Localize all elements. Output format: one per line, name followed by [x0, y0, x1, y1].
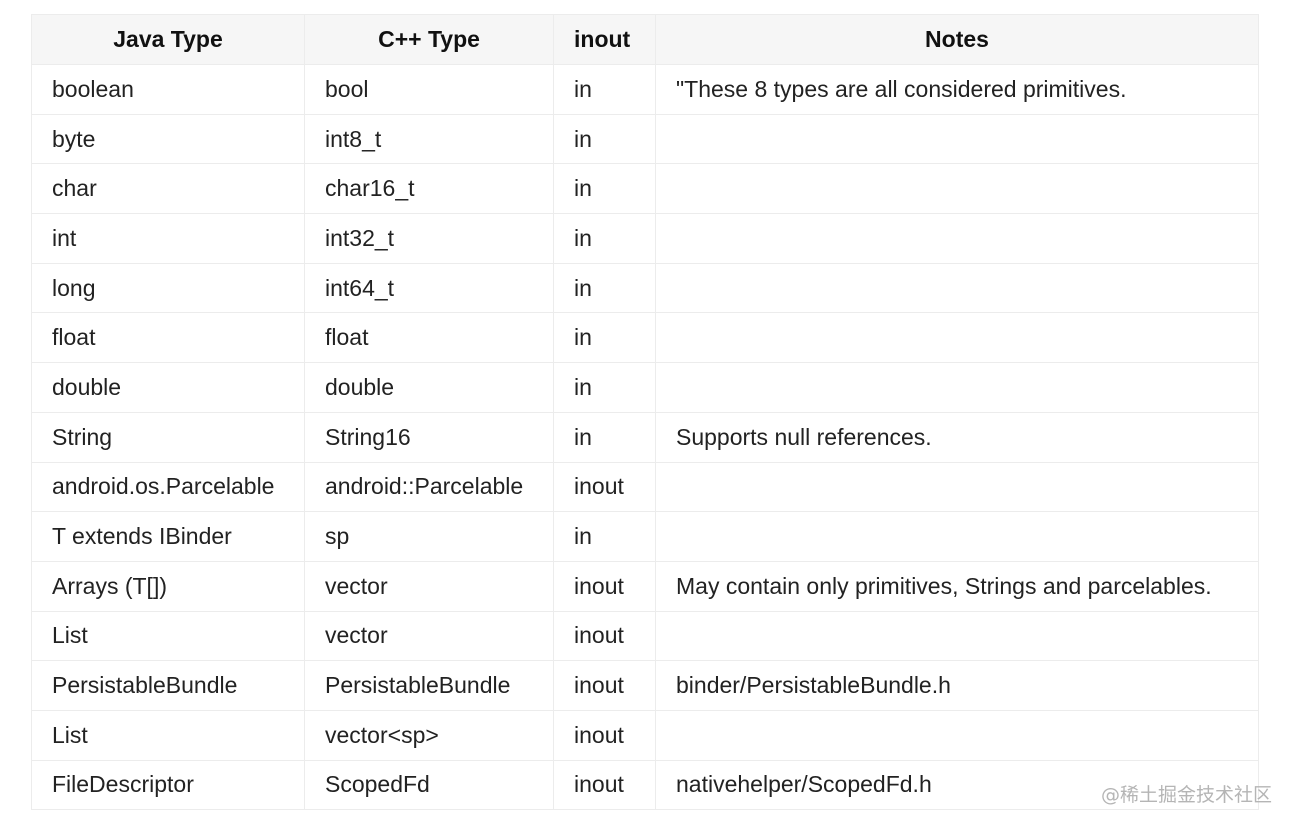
cell-inout: inout	[553, 461, 656, 513]
cell-notes: Supports null references.	[655, 411, 1259, 463]
cell-notes	[655, 511, 1259, 562]
cell-inout: inout	[553, 560, 656, 612]
table-row: T extends IBinder sp in	[31, 511, 1259, 562]
table-row: android.os.Parcelable android::Parcelable…	[31, 461, 1259, 513]
cell-inout: in	[553, 411, 656, 463]
cell-notes	[655, 362, 1259, 413]
cell-inout: in	[553, 64, 656, 115]
cell-notes	[655, 213, 1259, 264]
table-header-row: Java Type C++ Type inout Notes	[31, 14, 1259, 65]
cell-cpp-type: sp	[304, 511, 554, 562]
cell-java-type: PersistableBundle	[31, 660, 305, 711]
cell-cpp-type: String16	[304, 411, 554, 463]
cell-notes: May contain only primitives, Strings and…	[655, 560, 1259, 612]
cell-cpp-type: ScopedFd	[304, 759, 554, 811]
table-row: FileDescriptor ScopedFd inout nativehelper/…	[31, 759, 1259, 811]
cell-cpp-type: PersistableBundle	[304, 660, 554, 711]
cell-java-type: float	[31, 312, 305, 364]
cell-java-type: double	[31, 362, 305, 413]
table-row: List vector inout	[31, 610, 1259, 662]
table-row: long int64_t in	[31, 262, 1259, 314]
cell-cpp-type: bool	[304, 64, 554, 115]
type-mapping-table: Java Type C++ Type inout Notes boolean bo…	[31, 14, 1259, 811]
table-row: byte int8_t in	[31, 113, 1259, 165]
table-row: String String16 in Supports null references…	[31, 411, 1259, 463]
cell-notes	[655, 113, 1259, 165]
table-row: double double in	[31, 362, 1259, 413]
watermark: @稀土掘金技术社区	[1100, 784, 1272, 806]
cell-java-type: List	[31, 709, 305, 761]
cell-java-type: List	[31, 610, 305, 662]
table-row: PersistableBundle PersistableBundle inout b…	[31, 660, 1259, 711]
cell-cpp-type: vector	[304, 560, 554, 612]
cell-cpp-type: char16_t	[304, 163, 554, 215]
table-row: float float in	[31, 312, 1259, 364]
cell-java-type: long	[31, 262, 305, 314]
cell-java-type: Arrays (T[])	[31, 560, 305, 612]
cell-inout: in	[553, 213, 656, 264]
cell-inout: inout	[553, 709, 656, 761]
cell-notes	[655, 709, 1259, 761]
cell-cpp-type: double	[304, 362, 554, 413]
header-inout: inout	[553, 14, 656, 65]
cell-notes	[655, 163, 1259, 215]
cell-java-type: FileDescriptor	[31, 759, 305, 811]
cell-notes: "These 8 types are all considered primit…	[655, 64, 1259, 115]
header-cpp-type: C++ Type	[304, 14, 554, 65]
cell-notes: binder/PersistableBundle.h	[655, 660, 1259, 711]
cell-cpp-type: int64_t	[304, 262, 554, 314]
cell-inout: in	[553, 511, 656, 562]
cell-java-type: int	[31, 213, 305, 264]
cell-java-type: char	[31, 163, 305, 215]
cell-cpp-type: int32_t	[304, 213, 554, 264]
cell-inout: in	[553, 163, 656, 215]
cell-java-type: boolean	[31, 64, 305, 115]
cell-notes	[655, 262, 1259, 314]
table-row: List vector<sp> inout	[31, 709, 1259, 761]
cell-inout: in	[553, 262, 656, 314]
cell-inout: in	[553, 113, 656, 165]
cell-cpp-type: float	[304, 312, 554, 364]
cell-notes	[655, 461, 1259, 513]
cell-notes	[655, 312, 1259, 364]
header-java-type: Java Type	[31, 14, 305, 65]
cell-inout: inout	[553, 610, 656, 662]
table-row: boolean bool in "These 8 types are all cons…	[31, 64, 1259, 115]
header-notes: Notes	[655, 14, 1259, 65]
cell-inout: in	[553, 312, 656, 364]
cell-java-type: String	[31, 411, 305, 463]
cell-java-type: T extends IBinder	[31, 511, 305, 562]
cell-notes	[655, 610, 1259, 662]
table-row: char char16_t in	[31, 163, 1259, 215]
table-row: int int32_t in	[31, 213, 1259, 264]
cell-java-type: android.os.Parcelable	[31, 461, 305, 513]
cell-inout: in	[553, 362, 656, 413]
cell-java-type: byte	[31, 113, 305, 165]
cell-cpp-type: android::Parcelable	[304, 461, 554, 513]
cell-cpp-type: vector	[304, 610, 554, 662]
cell-cpp-type: vector<sp>	[304, 709, 554, 761]
cell-inout: inout	[553, 759, 656, 811]
cell-notes: nativehelper/ScopedFd.h	[655, 759, 1259, 811]
table-row: Arrays (T[]) vector inout May contain only …	[31, 560, 1259, 612]
cell-cpp-type: int8_t	[304, 113, 554, 165]
cell-inout: inout	[553, 660, 656, 711]
